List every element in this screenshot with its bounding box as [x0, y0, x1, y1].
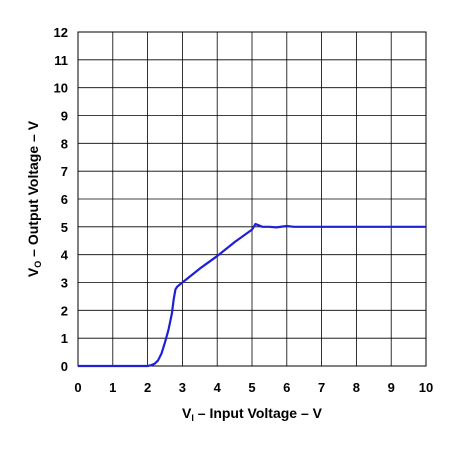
grid	[77, 31, 427, 367]
y-tick-label: 7	[61, 164, 68, 179]
x-axis-label-prefix: V	[182, 405, 192, 421]
x-tick-labels: 0 1 2 3 4 5 6 7 8 9 10	[74, 380, 433, 395]
y-tick-label: 1	[61, 331, 68, 346]
plot-area-frame	[77, 31, 427, 367]
y-tick-label: 4	[61, 248, 69, 263]
x-tick-label: 5	[248, 380, 255, 395]
y-axis-label-suffix: – Output Voltage – V	[25, 120, 41, 260]
x-tick-label: 10	[419, 380, 433, 395]
y-tick-label: 0	[61, 359, 68, 374]
y-tick-label: 8	[61, 136, 68, 151]
series-line-output-voltage	[78, 222, 426, 368]
y-axis-label-prefix: V	[25, 267, 41, 277]
y-tick-label: 10	[54, 81, 68, 96]
y-tick-label: 12	[54, 25, 68, 40]
y-tick-label: 2	[61, 303, 68, 318]
x-tick-label: 7	[318, 380, 325, 395]
x-tick-label: 8	[353, 380, 360, 395]
y-tick-label: 11	[54, 53, 68, 68]
x-tick-label: 0	[74, 380, 81, 395]
y-axis-label: VO – Output Voltage – V	[25, 120, 43, 277]
x-tick-label: 3	[179, 380, 186, 395]
x-axis-label-subscript: I	[191, 413, 194, 423]
x-tick-label: 6	[283, 380, 290, 395]
y-tick-label: 9	[61, 109, 68, 124]
x-tick-label: 9	[388, 380, 395, 395]
x-tick-label: 4	[214, 380, 222, 395]
x-axis-label-suffix: – Input Voltage – V	[194, 405, 323, 421]
y-tick-label: 3	[61, 276, 68, 291]
x-tick-label: 2	[144, 380, 151, 395]
x-tick-label: 1	[109, 380, 116, 395]
y-tick-label: 6	[61, 192, 68, 207]
y-tick-label: 5	[61, 220, 68, 235]
y-axis-label-subscript: O	[33, 261, 43, 268]
x-axis-label: VI – Input Voltage – V	[182, 405, 323, 423]
